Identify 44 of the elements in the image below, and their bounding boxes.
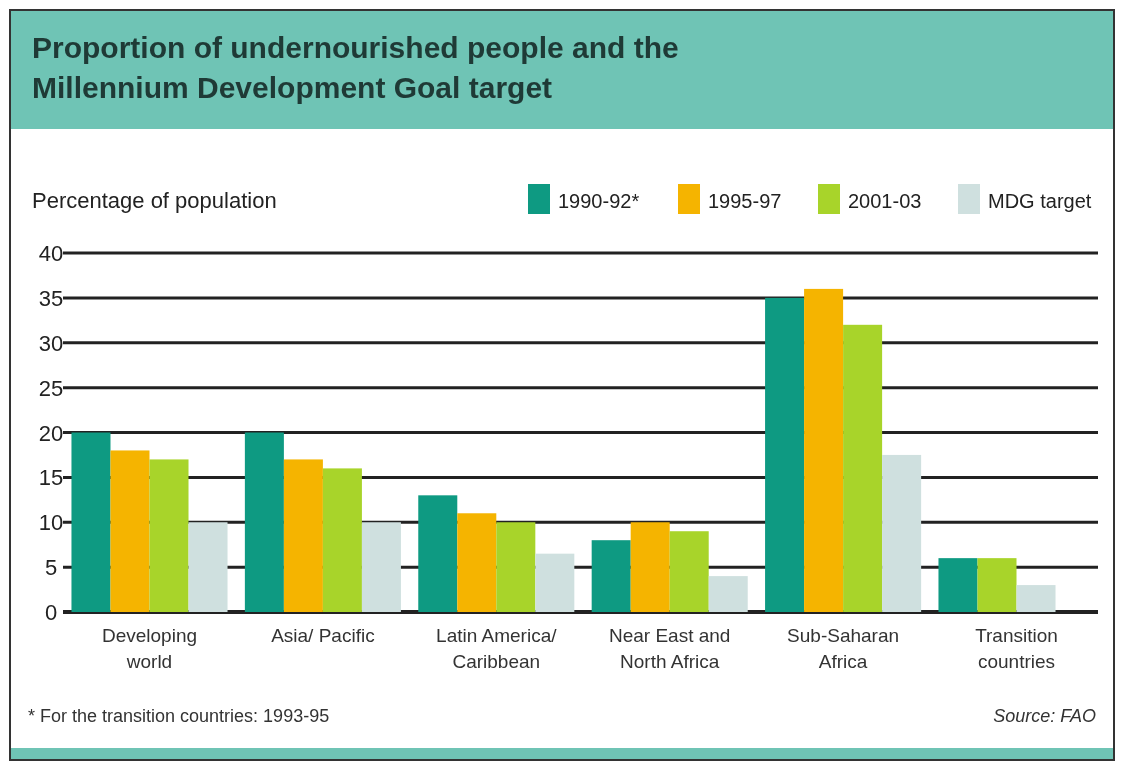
x-tick-label: Latin America/ Caribbean [436,625,558,672]
bar [843,324,883,612]
bar [496,522,536,612]
bar [804,288,844,612]
bar [188,522,228,612]
bar [708,576,748,612]
x-tick-label: Developing world [101,625,198,672]
x-tick-label: Asia/ Pacific [271,625,375,646]
y-tick-label: 35 [38,285,64,311]
bar [361,522,401,612]
y-tick-label: 0 [44,600,58,625]
bar [418,495,458,612]
bar [149,459,189,612]
y-tick-label: 30 [38,330,64,356]
x-tick-label: Sub-Saharan Africa [787,625,900,672]
bar [591,540,631,612]
bar [669,531,709,612]
legend-label: 1995-97 [708,190,782,212]
chart-title: Proportion of undernourished people and the Millennium Development Goal target [32,31,679,104]
bar [322,468,362,612]
bar [535,553,575,612]
bar [457,513,497,612]
bar [110,450,150,612]
y-tick-label: 25 [38,375,64,401]
bar [71,432,111,612]
legend-label: MDG target [988,190,1092,212]
bar [882,454,922,612]
legend-label: 2001-03 [848,190,922,212]
bar [630,522,670,612]
y-tick-label: 10 [38,510,64,536]
text: * For the transition countries: 1993-95 [28,706,330,726]
x-tick-label: Transition countries [975,625,1058,672]
x-tick-label: Near East and North Africa [608,625,731,672]
y-tick-label: 40 [38,241,64,266]
y-tick-label: 20 [38,420,64,446]
bar [765,297,805,612]
bar [283,459,323,612]
bar [244,432,284,612]
bar [938,558,978,612]
source-note: Source: FAO [993,706,1096,726]
legend-label: 1990-92* [558,190,640,212]
y-tick-label: 15 [38,465,64,491]
y-axis-title: Percentage of population [32,188,277,213]
y-tick-label: 5 [44,555,58,581]
